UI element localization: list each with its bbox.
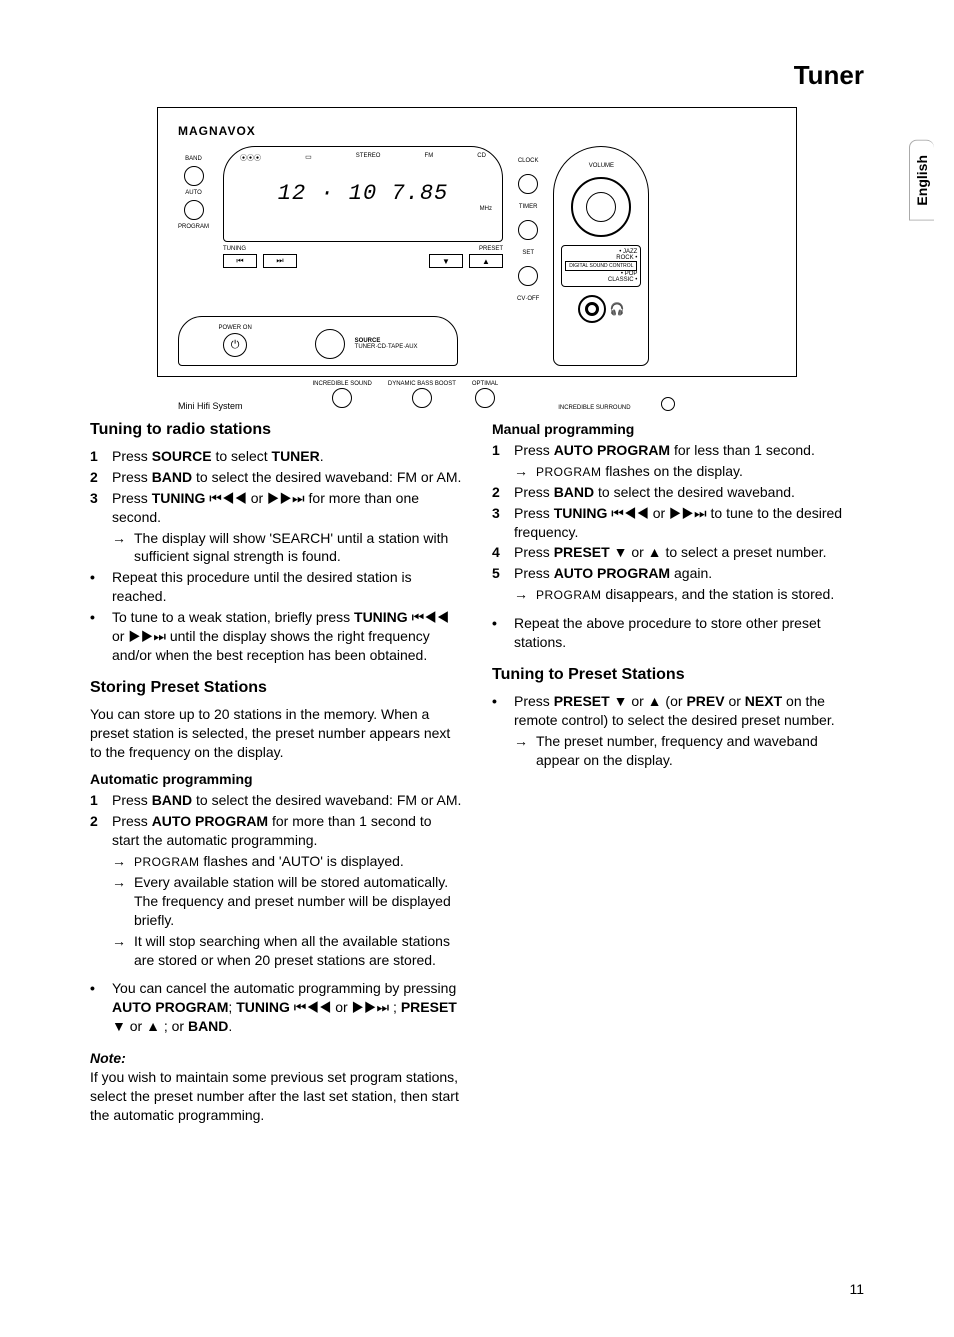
clock-knob	[518, 174, 538, 194]
tuning-prev-button: ⏮	[223, 254, 257, 268]
preset-bullet: Press PRESET ▼ or ▲ (or PREV or NEXT on …	[492, 692, 864, 730]
dbb-label: DYNAMIC BASS BOOST	[388, 381, 456, 387]
note-label: Note:	[90, 1050, 462, 1066]
preset-up-button: ▲	[469, 254, 503, 268]
tuning-step-3: 3Press TUNING ⏮◀◀ or ▶▶⏭ for more than o…	[90, 489, 462, 527]
auto-sub-3: It will stop searching when all the avai…	[90, 932, 462, 970]
auto-step-2: 2Press AUTO PROGRAM for more than 1 seco…	[90, 812, 462, 850]
display-value: 12 · 10 7.85	[234, 181, 492, 206]
clock-label: CLOCK	[518, 158, 539, 164]
manual-step-4: 4Press PRESET ▼ or ▲ to select a preset …	[492, 543, 864, 562]
volume-knob	[571, 177, 631, 237]
lcd-display: ⦿⦿⦿ ▭ STEREO FM CD 12 · 10 7.85 MHz	[223, 146, 503, 242]
surround-led	[661, 397, 675, 411]
note-body: If you wish to maintain some previous se…	[90, 1068, 462, 1125]
program-label: PROGRAM	[178, 224, 209, 230]
left-column: Tuning to radio stations 1Press SOURCE t…	[90, 407, 462, 1127]
set-label: SET	[522, 250, 534, 256]
right-column: Manual programming 1Press AUTO PROGRAM f…	[492, 407, 864, 1127]
optimal-label: OPTIMAL	[472, 381, 498, 387]
brand-label: MAGNAVOX	[178, 124, 776, 138]
disc-icon: ⦿⦿⦿	[240, 153, 261, 163]
page-number: 11	[849, 1281, 864, 1297]
timer-knob	[518, 220, 538, 240]
storing-intro: You can store up to 20 stations in the m…	[90, 705, 462, 762]
mhz-label: MHz	[234, 206, 492, 212]
optimal-knob	[475, 388, 495, 408]
volume-label: VOLUME	[589, 163, 614, 169]
tuning-step-3-sub: The display will show 'SEARCH' until a s…	[90, 529, 462, 567]
heading-auto-prog: Automatic programming	[90, 771, 462, 787]
manual-step-1: 1Press AUTO PROGRAM for less than 1 seco…	[492, 441, 864, 460]
auto-sub-2: Every available station will be stored a…	[90, 873, 462, 930]
set-knob	[518, 266, 538, 286]
volume-panel: VOLUME • JAZZ ROCK • DIGITAL SOUND CONTR…	[553, 146, 649, 366]
manual-sub-1: PROGRAM flashes on the display.	[492, 462, 864, 481]
incredible-knob	[332, 388, 352, 408]
language-tab: English	[909, 140, 934, 221]
content-columns: Tuning to radio stations 1Press SOURCE t…	[90, 407, 864, 1127]
manual-bullet: Repeat the above procedure to store othe…	[492, 614, 864, 652]
tuning-bullet-2: To tune to a weak station, briefly press…	[90, 608, 462, 665]
mini-hifi-label: Mini Hifi System	[178, 401, 243, 411]
tuning-next-button: ⏭	[263, 254, 297, 268]
heading-preset: Tuning to Preset Stations	[492, 666, 864, 684]
manual-step-2: 2Press BAND to select the desired waveba…	[492, 483, 864, 502]
heading-tuning: Tuning to radio stations	[90, 421, 462, 439]
cd-label: CD	[477, 153, 486, 163]
preset-sub: The preset number, frequency and waveban…	[492, 732, 864, 770]
tuning-step-1: 1Press SOURCE to select TUNER.	[90, 447, 462, 466]
incredible-surround-label: INCREDIBLE SURROUND	[558, 405, 630, 411]
band-knob	[184, 166, 204, 186]
cvoff-label: CV·OFF	[517, 296, 539, 302]
tuning-step-2: 2Press BAND to select the desired waveba…	[90, 468, 462, 487]
device-illustration: MAGNAVOX BAND AUTO PROGRAM ⦿⦿⦿ ▭ STEREO …	[157, 107, 797, 377]
timer-icon: ▭	[305, 153, 312, 163]
source-sublabel: TUNER·CD·TAPE·AUX	[355, 344, 418, 350]
dsc-knob	[578, 295, 606, 323]
power-label: POWER ON	[218, 325, 251, 331]
band-label: BAND	[185, 156, 202, 162]
heading-manual-prog: Manual programming	[492, 421, 864, 437]
auto-sub-1: PROGRAM flashes and 'AUTO' is displayed.	[90, 852, 462, 871]
fm-label: FM	[425, 153, 434, 163]
auto-step-1: 1Press BAND to select the desired waveba…	[90, 791, 462, 810]
incredible-label: INCREDIBLE SOUND	[313, 381, 372, 387]
auto-knob	[184, 200, 204, 220]
classic-label: CLASSIC •	[565, 277, 637, 283]
preset-label: PRESET	[479, 246, 503, 252]
preset-down-button: ▼	[429, 254, 463, 268]
power-button: ⏻	[223, 333, 247, 357]
heading-storing: Storing Preset Stations	[90, 679, 462, 697]
auto-bullet: You can cancel the automatic programming…	[90, 979, 462, 1036]
auto-label: AUTO	[185, 190, 202, 196]
tuning-label: TUNING	[223, 246, 246, 252]
timer-label: TIMER	[519, 204, 538, 210]
manual-step-3: 3Press TUNING ⏮◀◀ or ▶▶⏭ to tune to the …	[492, 504, 864, 542]
page-title: Tuner	[90, 60, 864, 91]
source-button	[315, 329, 345, 359]
tuning-bullet-1: Repeat this procedure until the desired …	[90, 568, 462, 606]
headphone-icon: 🎧	[610, 302, 625, 316]
manual-step-5: 5Press AUTO PROGRAM again.	[492, 564, 864, 583]
dbb-knob	[412, 388, 432, 408]
manual-sub-5: PROGRAM disappears, and the station is s…	[492, 585, 864, 604]
stereo-label: STEREO	[356, 153, 381, 163]
dsc-label: DIGITAL SOUND CONTROL	[565, 261, 637, 271]
